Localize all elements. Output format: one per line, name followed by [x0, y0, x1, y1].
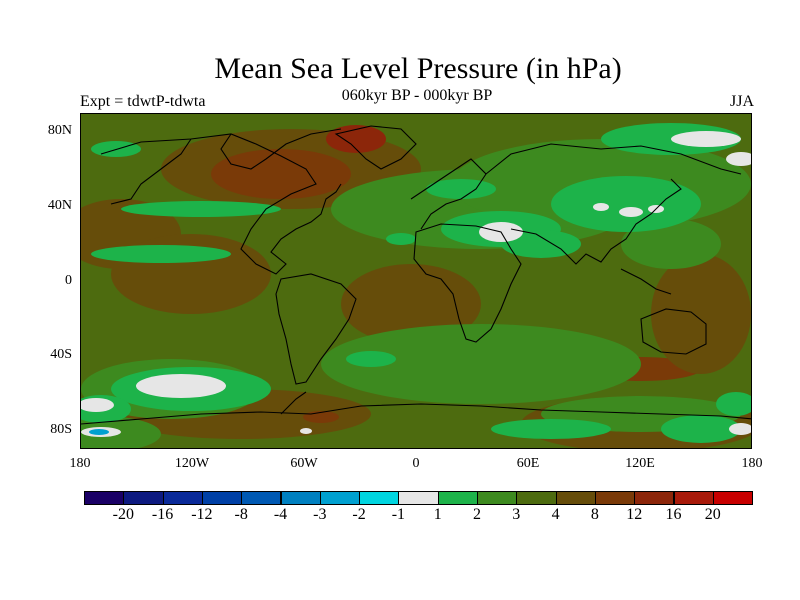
- colorbar-label: -20: [112, 506, 134, 523]
- colorbar-label: 4: [551, 506, 560, 523]
- colorbar-swatch: [437, 491, 478, 505]
- colorbar-swatch: [712, 491, 754, 505]
- colorbar-swatch: [398, 491, 439, 505]
- colorbar-label: 3: [512, 506, 521, 523]
- colorbar-label: 16: [665, 506, 682, 523]
- lon-label-120e: 120E: [625, 456, 655, 471]
- coastlines: [81, 125, 751, 425]
- colorbar-swatch: [201, 491, 243, 505]
- lon-label-0: 0: [412, 456, 420, 471]
- colorbar-label: -16: [151, 506, 174, 523]
- colorbar-swatch: [673, 491, 714, 505]
- lat-label-0: 0: [65, 273, 72, 288]
- colorbar-label: 12: [626, 506, 643, 523]
- lon-label-60e: 60E: [516, 456, 540, 471]
- experiment-label: Expt = tdwtP-tdwta: [80, 93, 206, 110]
- colorbar-swatch: [123, 491, 164, 505]
- colorbar-swatch: [634, 491, 675, 505]
- colorbar-label: 20: [704, 506, 721, 523]
- colorbar-label: -2: [352, 506, 366, 523]
- colorbar-swatch: [319, 491, 361, 505]
- season-label: JJA: [729, 93, 754, 110]
- colorbar-label: 1: [433, 506, 442, 523]
- colorbar-swatch: [359, 491, 400, 505]
- colorbar-swatch: [555, 491, 596, 505]
- colorbar-swatch: [477, 491, 518, 505]
- colorbar-label: 2: [473, 506, 481, 523]
- colorbar-swatch: [162, 491, 203, 505]
- colorbar-label: -12: [191, 506, 213, 523]
- lon-label-180w: 180: [69, 456, 91, 471]
- colorbar-swatch: [594, 491, 636, 505]
- chart-subtitle: 060kyr BP - 000kyr BP: [341, 87, 493, 104]
- colorbar-swatch: [241, 491, 282, 505]
- colorbar-swatch: [516, 491, 557, 505]
- colorbar-label: -8: [234, 506, 248, 523]
- lon-label-60w: 60W: [290, 456, 318, 471]
- colorbar-label: -1: [391, 506, 406, 523]
- lon-label-120w: 120W: [174, 456, 210, 471]
- pressure-anomaly-map: [80, 113, 752, 449]
- map-svg: [81, 114, 751, 448]
- lat-label-80n: 80N: [47, 123, 72, 138]
- lon-label-180e: 180: [741, 456, 763, 471]
- lat-label-40n: 40N: [47, 198, 72, 213]
- colorbar-swatch: [280, 491, 321, 505]
- colorbar-swatch: [84, 491, 125, 505]
- lat-label-40s: 40S: [50, 347, 72, 362]
- colorbar-label: -3: [313, 506, 327, 523]
- colorbar-label: 8: [590, 506, 599, 523]
- chart-title: Mean Sea Level Pressure (in hPa): [214, 52, 622, 85]
- lat-label-80s: 80S: [50, 422, 72, 437]
- colorbar-label: -4: [273, 506, 288, 523]
